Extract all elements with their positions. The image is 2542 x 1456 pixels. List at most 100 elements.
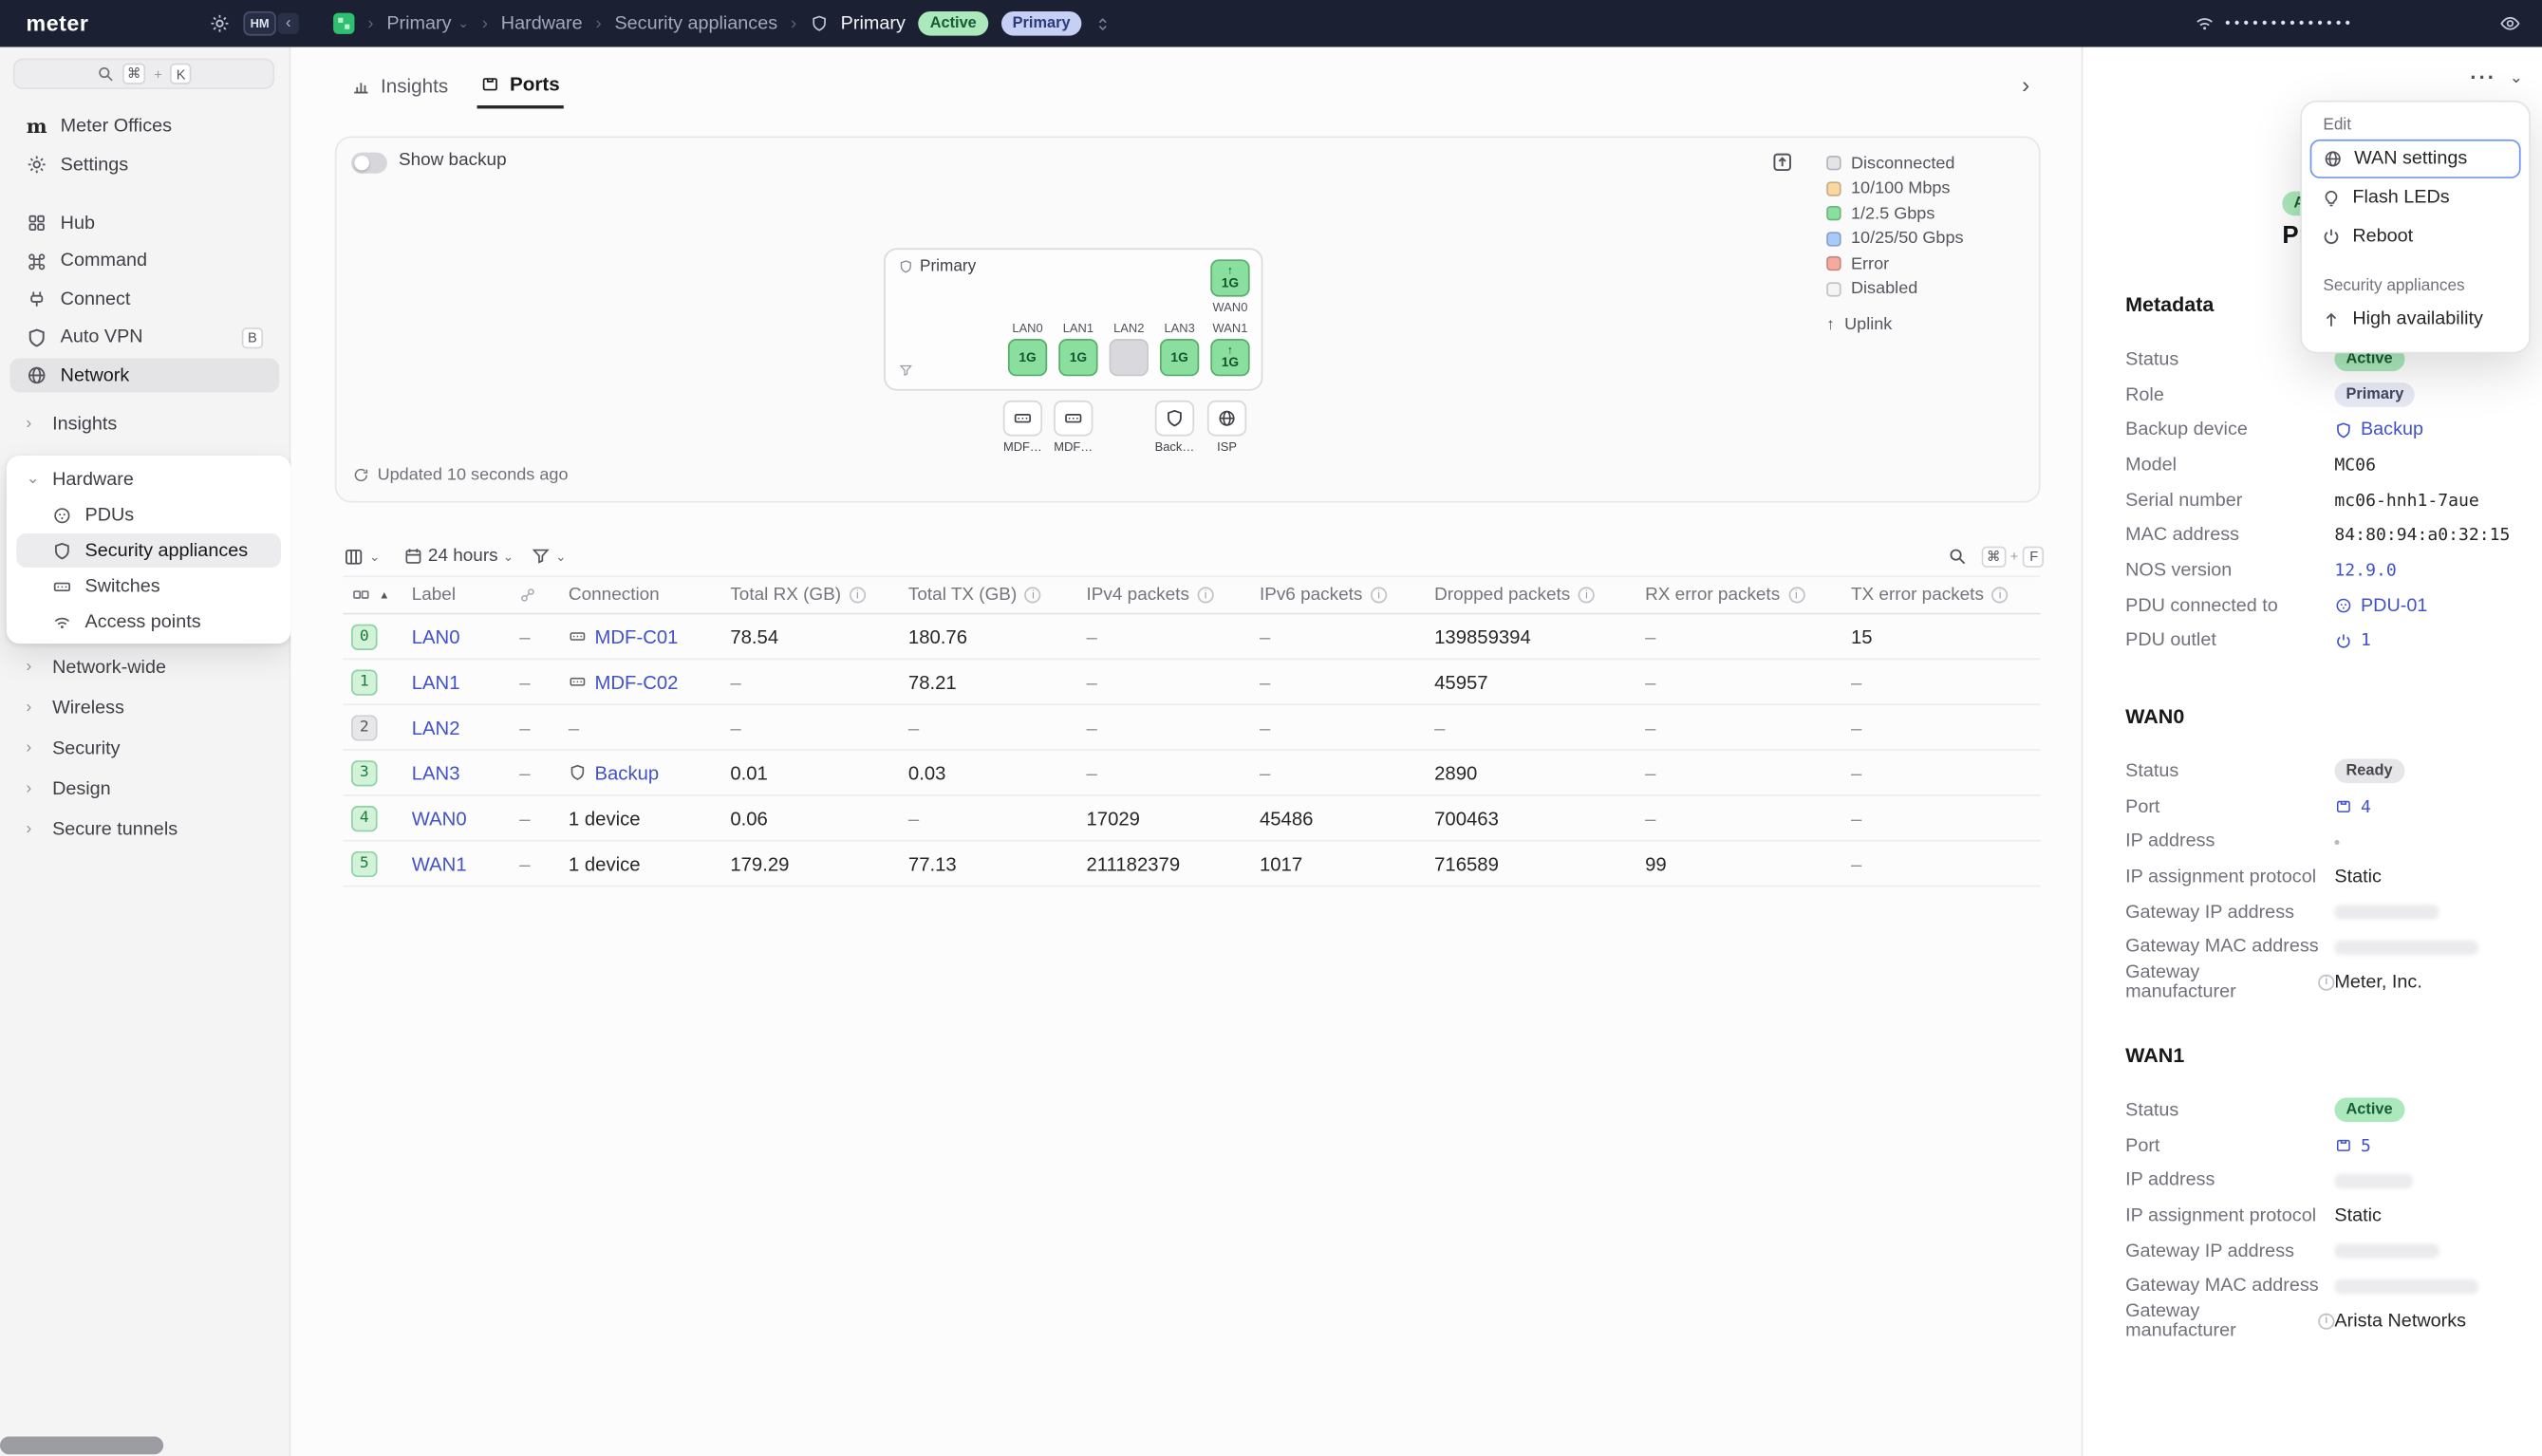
sidebar-item-org[interactable]: m Meter Offices: [9, 108, 279, 142]
pdu-outlet-link[interactable]: 1: [2360, 631, 2371, 651]
port-lan2[interactable]: [1109, 339, 1149, 377]
port-lan3[interactable]: 1G: [1159, 339, 1200, 377]
sidebar-item-command[interactable]: Command: [9, 244, 279, 278]
tab-insights[interactable]: Insights: [348, 64, 452, 109]
cell-value: –: [1259, 625, 1271, 648]
sidebar-item-pdus[interactable]: PDUs: [16, 497, 281, 532]
menu-item-high-availability[interactable]: High availability: [2310, 300, 2521, 339]
menu-item-flash-leds[interactable]: Flash LEDs: [2310, 178, 2521, 217]
table-row-wan0[interactable]: 4 WAN0 – 1 device 0.06 – 17029 45486 700…: [343, 796, 2041, 842]
connection-chip-backup[interactable]: [1154, 400, 1195, 437]
refresh-icon[interactable]: [353, 467, 369, 483]
avatar[interactable]: HM: [243, 10, 276, 36]
menu-item-wan-settings[interactable]: WAN settings: [2309, 139, 2521, 178]
port-label-link[interactable]: WAN1: [411, 851, 467, 875]
chart-icon: [351, 76, 371, 95]
sidebar-section-network-wide[interactable]: › Network-wide: [9, 650, 279, 684]
connection-link[interactable]: MDF-C01: [594, 625, 679, 648]
port-link[interactable]: 5: [2360, 1135, 2371, 1156]
sidebar-section-hardware[interactable]: ⌄ Hardware: [16, 462, 281, 496]
sidebar-collapse-button[interactable]: ‹: [277, 12, 299, 34]
backup-device-link[interactable]: Backup: [2360, 420, 2423, 440]
legend-swatch: [1826, 156, 1841, 171]
header-ipv4[interactable]: IPv4 packets i: [1078, 586, 1251, 605]
more-actions-button[interactable]: ···: [2470, 65, 2496, 89]
scrollbar-thumb[interactable]: [0, 1436, 164, 1455]
table-row-lan1[interactable]: 1 LAN1 – MDF-C02 – 78.21 – – 45957 – –: [343, 660, 2041, 706]
sidebar-item-connect[interactable]: Connect: [9, 282, 279, 316]
connection-link[interactable]: MDF-C02: [594, 670, 679, 694]
sidebar-item-switches[interactable]: Switches: [16, 569, 281, 604]
port-link[interactable]: 4: [2360, 796, 2371, 817]
pdu-link[interactable]: PDU-01: [2360, 596, 2428, 616]
header-label[interactable]: Label: [411, 585, 457, 606]
nos-version-link[interactable]: 12.9.0: [2334, 560, 2397, 581]
sidebar-section-security[interactable]: › Security: [9, 731, 279, 765]
table-row-lan3[interactable]: 3 LAN3 – Backup 0.01 0.03 – – 2890 – –: [343, 751, 2041, 796]
table-row-wan1[interactable]: 5 WAN1 – 1 device 179.29 77.13 211182379…: [343, 842, 2041, 887]
header-tx-error[interactable]: TX error packets i: [1842, 586, 2040, 605]
header-connection[interactable]: Connection: [568, 585, 660, 606]
panel-collapse-chevron[interactable]: ⌄: [2509, 69, 2524, 88]
field-label: Gateway IP address: [2125, 902, 2294, 923]
cell-value: –: [1645, 806, 1656, 830]
gear-icon[interactable]: [209, 13, 230, 34]
header-dropped[interactable]: Dropped packets i: [1427, 586, 1637, 605]
connection-chip-mdf-c02[interactable]: [1054, 400, 1093, 437]
connectivity-icon[interactable]: [2194, 13, 2215, 34]
filter-icon[interactable]: [899, 364, 913, 378]
chevron-right-icon: ›: [26, 738, 32, 757]
port-label-link[interactable]: LAN0: [411, 625, 460, 648]
port-lan1[interactable]: 1G: [1058, 339, 1098, 377]
sidebar-section-insights[interactable]: › Insights: [9, 407, 279, 441]
sidebar-item-auto-vpn[interactable]: Auto VPN B: [9, 320, 279, 354]
sidebar-section-design[interactable]: › Design: [9, 772, 279, 806]
eye-icon[interactable]: [2499, 13, 2520, 34]
port-label-link[interactable]: WAN0: [411, 806, 467, 830]
table-row-lan0[interactable]: 0 LAN0 – MDF-C01 78.54 180.76 – – 139859…: [343, 614, 2041, 661]
sidebar-section-wireless[interactable]: › Wireless: [9, 691, 279, 725]
sidebar-item-access-points[interactable]: Access points: [16, 605, 281, 639]
breadcrumb-device[interactable]: Primary: [840, 13, 906, 34]
table-row-lan2[interactable]: 2 LAN2 – – – – – – – – –: [343, 705, 2041, 751]
connection-chip-isp[interactable]: [1206, 400, 1247, 437]
export-image-icon[interactable]: [1771, 151, 1794, 174]
sidebar-item-settings[interactable]: Settings: [9, 147, 279, 181]
tab-ports[interactable]: Ports: [477, 64, 564, 109]
connect-label: Connect: [60, 289, 131, 309]
port-label-link[interactable]: LAN1: [411, 670, 460, 694]
breadcrumb-network-selector[interactable]: Primary ⌄: [386, 14, 469, 33]
network-app-icon[interactable]: [333, 12, 355, 34]
header-total-tx[interactable]: Total TX (GB) i: [900, 586, 1078, 605]
header-ipv6[interactable]: IPv6 packets i: [1251, 586, 1426, 605]
show-backup-toggle[interactable]: [351, 152, 387, 174]
header-link[interactable]: [512, 587, 561, 603]
tabs-next-chevron[interactable]: ›: [2011, 69, 2041, 99]
meter-logo[interactable]: meter: [26, 10, 89, 36]
device-switcher-icon[interactable]: [1094, 15, 1111, 31]
breadcrumb-hardware[interactable]: Hardware: [500, 13, 583, 34]
header-port[interactable]: ▲: [343, 586, 403, 605]
table-search-button[interactable]: ⌘ + F: [1948, 540, 2045, 572]
cell-value: 78.21: [907, 670, 957, 694]
breadcrumb-security-appliances[interactable]: Security appliances: [614, 13, 778, 34]
header-rx-error[interactable]: RX error packets i: [1637, 586, 1843, 605]
menu-item-reboot[interactable]: Reboot: [2310, 217, 2521, 256]
connection-chip-mdf-c01[interactable]: [1002, 400, 1043, 437]
sidebar-section-secure-tunnels[interactable]: › Secure tunnels: [9, 812, 279, 847]
port-label-link[interactable]: LAN3: [411, 761, 460, 784]
filter-button[interactable]: ⌄: [531, 540, 567, 572]
sidebar-item-hub[interactable]: Hub: [9, 206, 279, 240]
search-input[interactable]: ⌘ + K: [12, 58, 275, 89]
port-wan0[interactable]: ↑ 1G: [1210, 259, 1250, 297]
columns-button[interactable]: ⌄: [343, 540, 381, 572]
time-range-button[interactable]: 24 hours ⌄: [403, 540, 514, 572]
port-wan1[interactable]: ↑ 1G: [1210, 339, 1250, 377]
sidebar-item-network[interactable]: Network: [9, 358, 280, 393]
sidebar-item-security-appliances[interactable]: Security appliances: [16, 533, 282, 568]
port-label-link[interactable]: LAN2: [411, 716, 460, 739]
header-total-rx[interactable]: Total RX (GB) i: [722, 586, 901, 605]
port-lan0[interactable]: 1G: [1007, 339, 1048, 377]
connection-link[interactable]: Backup: [594, 761, 660, 784]
field-label: IP assignment protocol: [2125, 1205, 2317, 1226]
